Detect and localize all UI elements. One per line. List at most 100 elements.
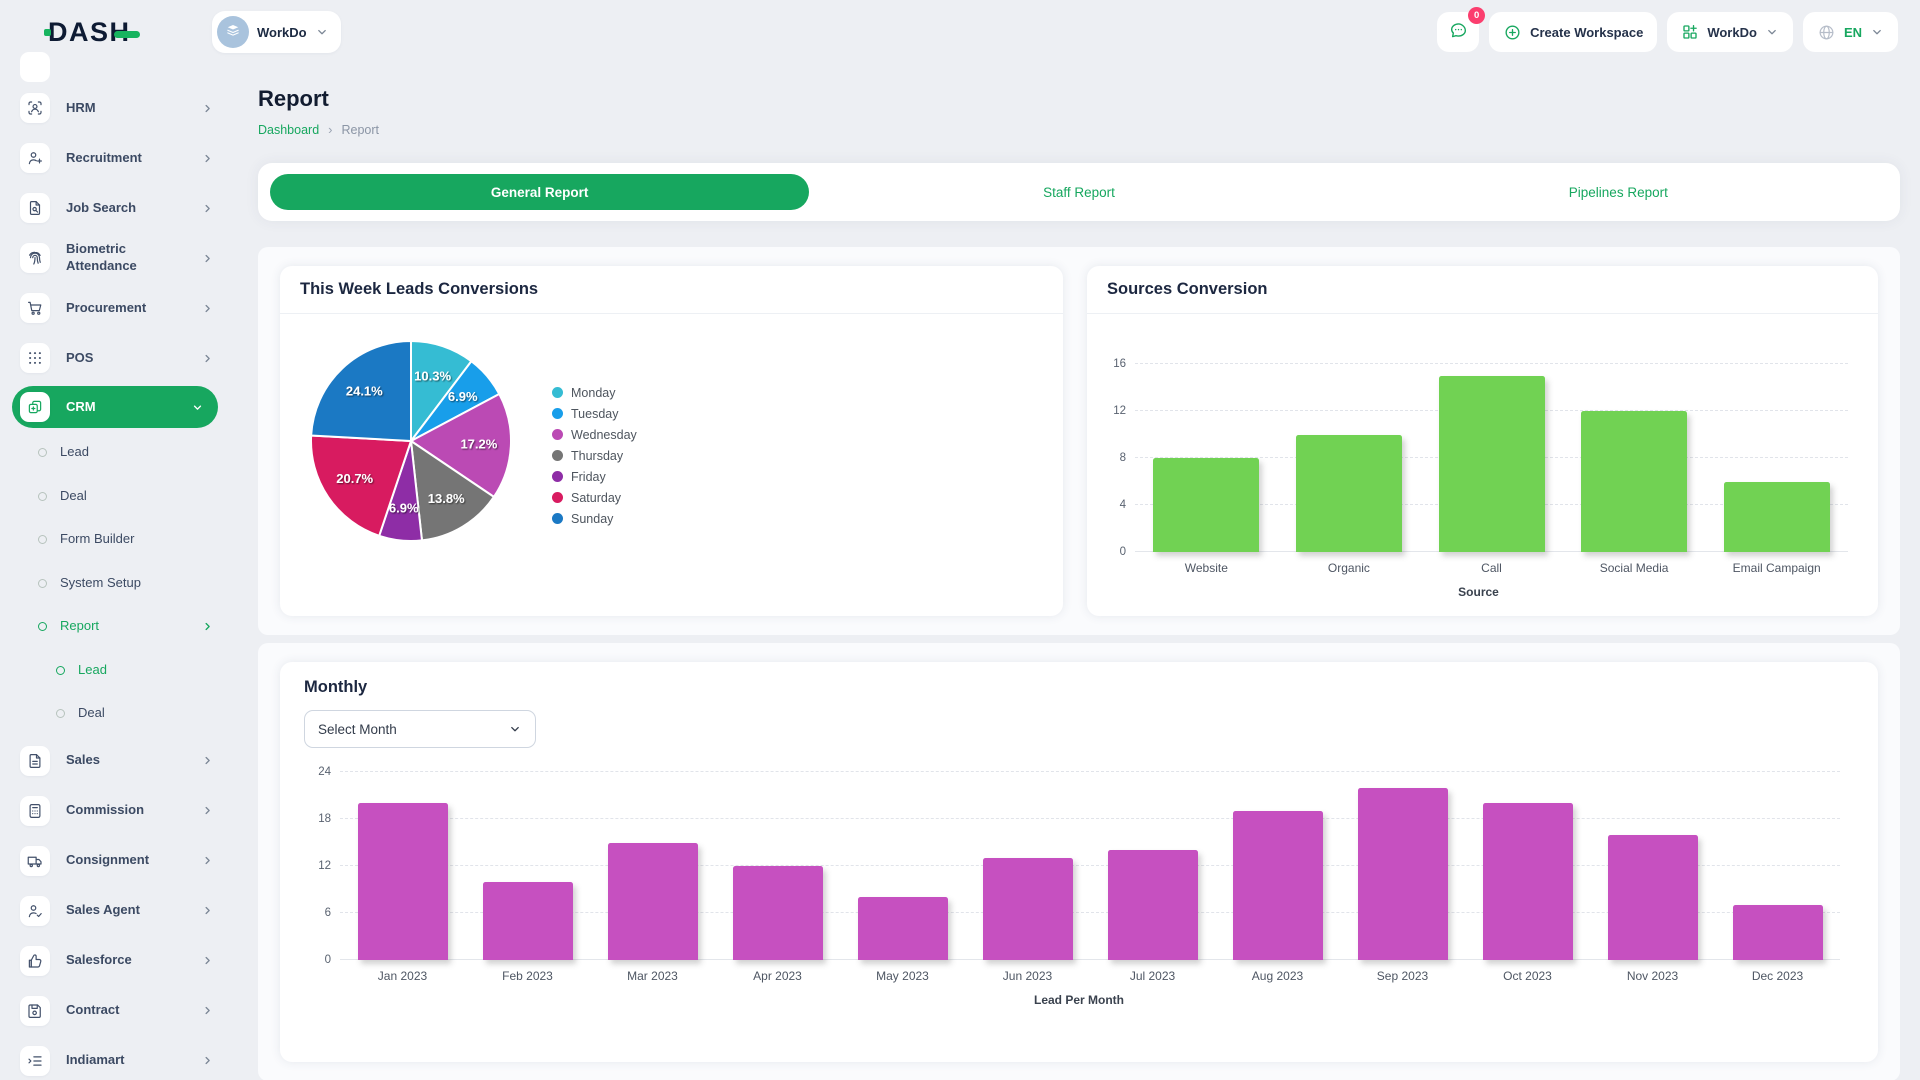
bar-jul-2023[interactable]: [1107, 850, 1198, 960]
bar-feb-2023[interactable]: [482, 881, 573, 960]
tab-staff-report[interactable]: Staff Report: [809, 174, 1348, 210]
monthly-bar-chart: 0 6 12 18 24 Jan 2023 Feb 2023 Mar 2023 Apr 2023…: [304, 766, 1854, 1007]
sidebar-item-partial[interactable]: [20, 52, 50, 82]
gridline: 24: [318, 766, 1840, 778]
month-select[interactable]: Select Month: [304, 710, 536, 748]
pie-value-label: 24.1%: [346, 384, 383, 399]
app-logo[interactable]: DASH: [0, 17, 212, 48]
legend-item-thursday[interactable]: Thursday: [552, 445, 637, 466]
messages-button[interactable]: 0: [1437, 7, 1486, 52]
legend-item-monday[interactable]: Monday: [552, 382, 637, 403]
create-workspace-label: Create Workspace: [1530, 24, 1644, 40]
grid-plus-icon: [1681, 23, 1699, 41]
card-title: Monthly: [304, 678, 368, 696]
indiamart-icon: [20, 1045, 50, 1076]
sidebar-item-sales-agent[interactable]: Sales Agent: [0, 886, 230, 936]
create-workspace-button[interactable]: Create Workspace: [1489, 12, 1658, 52]
bar-jun-2023[interactable]: [982, 858, 1073, 960]
language-button[interactable]: EN: [1802, 12, 1898, 52]
sidebar-item-procurement[interactable]: Procurement: [0, 283, 230, 333]
sidebar-item-system-setup-lvl1[interactable]: System Setup: [0, 562, 230, 606]
sidebar-item-salesforce[interactable]: Salesforce: [0, 936, 230, 986]
chevron-down-icon: [1765, 25, 1779, 39]
sidebar-item-crm[interactable]: CRM: [12, 386, 218, 428]
pie-value-label: 13.8%: [428, 491, 465, 506]
sidebar-item-contract[interactable]: Contract: [0, 986, 230, 1036]
bar-social-media[interactable]: [1581, 411, 1688, 552]
bar-apr-2023[interactable]: [732, 866, 823, 960]
sidebar-item-lead-lvl1[interactable]: Lead: [0, 431, 230, 475]
x-category-label: Dec 2023: [1751, 969, 1804, 983]
sidebar-item-label: Commission: [66, 802, 145, 818]
recruitment-icon: [20, 143, 50, 173]
pie-legend: Monday Tuesday Wednesday Thursday Friday Satu…: [552, 382, 637, 529]
sidebar-item-report-lvl1[interactable]: Report: [0, 605, 230, 649]
x-category-label: Sep 2023: [1376, 969, 1429, 983]
sidebar-item-commission[interactable]: Commission: [0, 786, 230, 836]
pie-slice-wednesday[interactable]: [409, 392, 512, 499]
legend-label: Thursday: [571, 448, 624, 463]
sidebar-item-hrm[interactable]: HRM: [0, 83, 230, 133]
bar-oct-2023[interactable]: [1482, 803, 1573, 960]
bar-organic[interactable]: [1295, 434, 1402, 552]
sidebar-item-deal-lvl2[interactable]: Deal: [0, 692, 230, 736]
x-category-row: Jan 2023 Feb 2023 Mar 2023 Apr 2023 May 2023…: [340, 969, 1840, 983]
plot-area: 0 6 12 18 24: [318, 766, 1840, 966]
bar-website[interactable]: [1153, 458, 1260, 552]
legend-item-sunday[interactable]: Sunday: [552, 508, 637, 529]
legend-item-friday[interactable]: Friday: [552, 466, 637, 487]
sidebar-item-pos[interactable]: POS: [0, 333, 230, 383]
sidebar-item-lead-lvl2[interactable]: Lead: [0, 649, 230, 693]
topbar: DASH WorkDo 0 Create Workspace WorkDo: [0, 0, 1920, 64]
legend-dot-icon: [552, 513, 563, 524]
bar-may-2023[interactable]: [857, 897, 948, 960]
bar-sep-2023[interactable]: [1357, 787, 1448, 960]
globe-icon: [1817, 23, 1836, 42]
logo-dash-accent: [113, 31, 140, 38]
chevron-right-icon: [201, 102, 214, 115]
sidebar-item-deal-lvl1[interactable]: Deal: [0, 475, 230, 519]
bar-nov-2023[interactable]: [1607, 834, 1698, 960]
sidebar-item-recruitment[interactable]: Recruitment: [0, 133, 230, 183]
x-category-label: Call: [1481, 561, 1502, 575]
sidebar-item-label: CRM: [66, 398, 96, 414]
pie-slice-saturday[interactable]: [310, 434, 413, 538]
workspace-switcher[interactable]: WorkDo: [212, 11, 341, 53]
bar-jan-2023[interactable]: [357, 803, 448, 960]
tab-pipelines-report[interactable]: Pipelines Report: [1349, 174, 1888, 210]
x-category-label: Website: [1184, 561, 1228, 575]
x-category-label: Jul 2023: [1129, 969, 1176, 983]
sidebar-item-biometric-attendance[interactable]: Biometric Attendance: [0, 233, 230, 283]
legend-item-tuesday[interactable]: Tuesday: [552, 403, 637, 424]
chevron-down-icon: [191, 401, 204, 414]
chevron-down-icon: [508, 722, 522, 736]
bar-dec-2023[interactable]: [1732, 905, 1823, 960]
sidebar-item-consignment[interactable]: Consignment: [0, 836, 230, 886]
sidebar-item-sales[interactable]: Sales: [0, 736, 230, 786]
y-tick-label: 12: [318, 860, 331, 872]
pie-slice-thursday[interactable]: [409, 438, 496, 542]
breadcrumb-dashboard-link[interactable]: Dashboard: [258, 122, 320, 137]
sidebar-item-label: Consignment: [66, 852, 150, 868]
sidebar-item-job-search[interactable]: Job Search: [0, 183, 230, 233]
legend-dot-icon: [552, 429, 563, 440]
bar-mar-2023[interactable]: [607, 842, 698, 960]
bar-email-campaign[interactable]: [1723, 481, 1830, 552]
chevron-right-icon: [201, 620, 214, 633]
hrm-icon: [20, 93, 50, 123]
sources-conversion-card: Sources Conversion 0 4 8 12 16 Website Organic…: [1087, 266, 1878, 616]
bar-call[interactable]: [1438, 375, 1545, 552]
sidebar-item-label: Recruitment: [66, 149, 142, 165]
pie-slice-sunday[interactable]: [310, 339, 412, 443]
legend-item-saturday[interactable]: Saturday: [552, 487, 637, 508]
workspace-menu-button[interactable]: WorkDo: [1667, 12, 1793, 52]
sources-bar-chart: 0 4 8 12 16 Website Organic Call Social Media Ema…: [1087, 358, 1878, 599]
pie-value-label: 6.9%: [389, 501, 419, 516]
sidebar-item-form-builder-lvl1[interactable]: Form Builder: [0, 518, 230, 562]
x-category-label: Jun 2023: [1002, 969, 1053, 983]
tab-general-report[interactable]: General Report: [270, 174, 810, 210]
legend-label: Tuesday: [571, 406, 619, 421]
bar-aug-2023[interactable]: [1232, 811, 1323, 960]
sidebar-item-indiamart[interactable]: Indiamart: [0, 1036, 230, 1080]
legend-item-wednesday[interactable]: Wednesday: [552, 424, 637, 445]
